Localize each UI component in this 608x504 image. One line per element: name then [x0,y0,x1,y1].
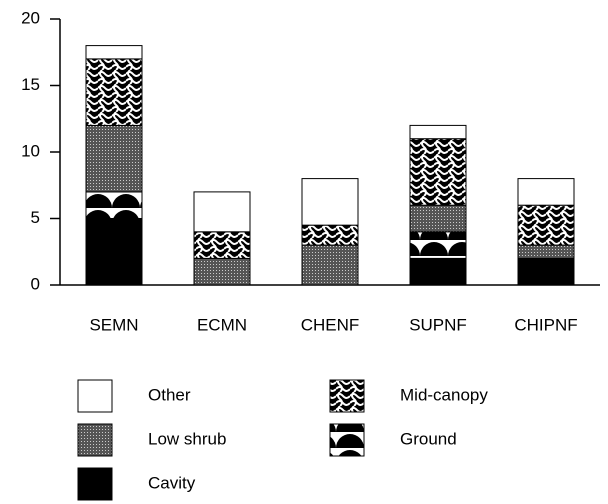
y-tick-label: 0 [31,274,40,293]
bar-segment [85,58,143,126]
bar-segment [85,124,143,193]
x-tick-label: SEMN [89,315,138,334]
bar-segment [517,204,575,246]
bar-segment [517,244,575,259]
legend-label: Cavity [148,473,196,492]
y-tick-label: 10 [21,141,40,160]
y-tick-label: 20 [21,8,40,27]
bar-segment [85,218,143,286]
y-tick-label: 5 [31,208,40,227]
bar-segment [193,191,251,233]
bar-segment [409,257,467,286]
y-tick-label: 15 [21,75,40,94]
bar-segment [409,204,467,233]
legend-swatch [77,423,113,457]
legend-label: Low shrub [148,429,226,448]
bar-segment [193,231,251,259]
bar-segment [301,178,359,226]
bar-segment [409,231,467,259]
bar-segment [193,257,251,286]
x-tick-label: ECMN [197,315,247,334]
x-tick-label: CHIPNF [514,315,577,334]
x-tick-label: CHENF [301,315,360,334]
legend-swatch [77,467,113,501]
bar-segment [517,257,575,286]
legend-swatch [329,379,365,413]
legend-swatch [77,379,113,413]
bar-segment [301,224,359,246]
bar-segment [409,124,467,140]
bar-segment [409,138,467,206]
legend-label: Other [148,385,191,404]
x-tick-label: SUPNF [409,315,467,334]
bar-segment [85,191,143,219]
bar-segment [301,244,359,286]
bar-segment [85,45,143,60]
legend-swatch [329,423,365,457]
legend-label: Mid-canopy [400,385,488,404]
bar-segment [517,178,575,206]
legend-label: Ground [400,429,457,448]
